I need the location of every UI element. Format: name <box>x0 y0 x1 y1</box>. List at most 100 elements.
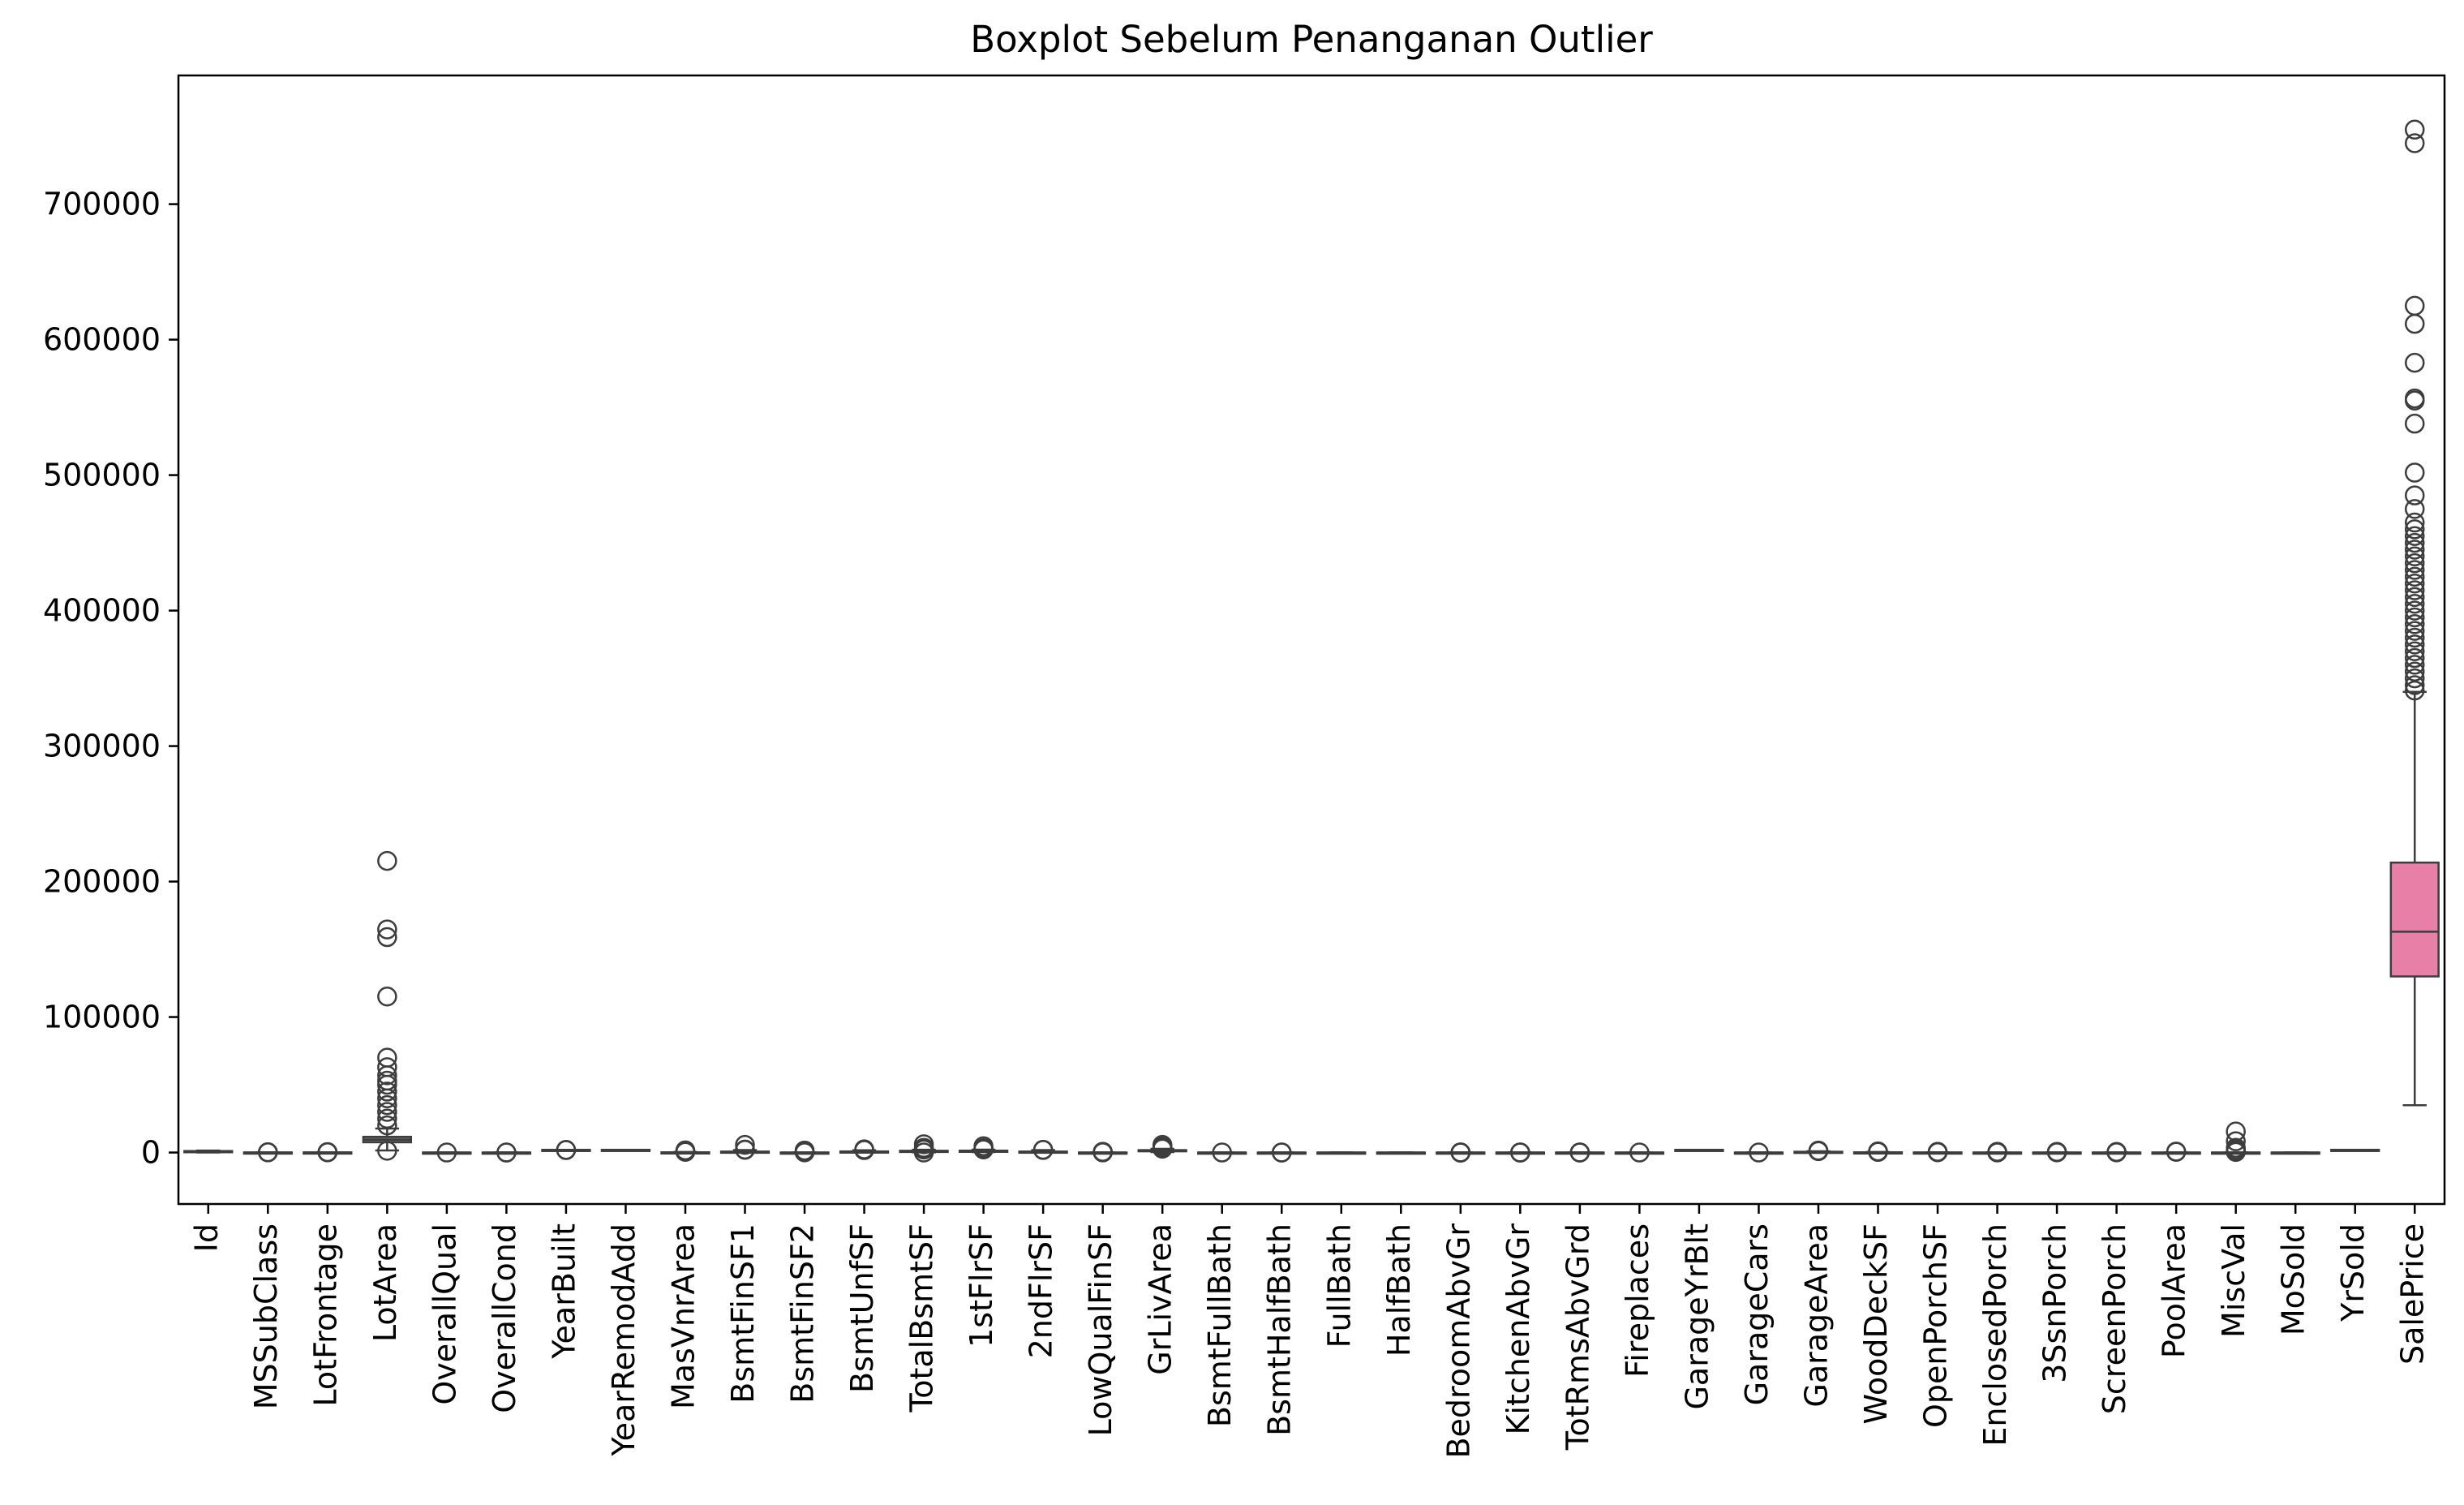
flier-point <box>2404 627 2425 648</box>
x-tick-label: BsmtUnfSF <box>844 1223 880 1393</box>
flier-point <box>2404 119 2425 140</box>
flier-point <box>1569 1142 1590 1163</box>
box-group-3SsnPorch <box>2032 1142 2082 1163</box>
x-tick-label: MasVnrArea <box>665 1223 701 1409</box>
x-tick-label: 2ndFlrSF <box>1024 1223 1059 1358</box>
box-group-MasVnrArea <box>660 1140 710 1162</box>
flier-point <box>2404 580 2425 600</box>
x-tick-label: SalePrice <box>2395 1223 2431 1365</box>
flier-point <box>377 1094 397 1116</box>
box-group-MiscVal <box>2210 1121 2261 1163</box>
x-tick-label: KitchenAbvGr <box>1500 1223 1536 1435</box>
box-group-WoodDeckSF <box>1852 1141 1904 1163</box>
flier-point <box>2404 661 2425 682</box>
flier-point <box>2404 668 2425 689</box>
flier-point <box>2106 1142 2127 1162</box>
box-group-GarageCars <box>1733 1142 1784 1163</box>
x-tick-label: MoSold <box>2276 1223 2312 1335</box>
flier-point <box>2404 499 2425 519</box>
flier-point <box>2404 607 2425 628</box>
box-group-LotFrontage <box>303 1142 353 1163</box>
flier-point <box>2404 614 2425 634</box>
box-group-YearBuilt <box>541 1140 591 1160</box>
boxes-layer <box>183 119 2440 1163</box>
flier-point <box>2404 655 2425 675</box>
flier-point <box>436 1142 457 1163</box>
flier-point <box>317 1142 338 1163</box>
flier-point <box>973 1136 994 1156</box>
flier-point <box>377 919 397 940</box>
flier-point <box>2166 1142 2187 1162</box>
x-tick-label: OverallCond <box>487 1223 522 1413</box>
x-tick-label: TotalBsmtSF <box>904 1223 940 1413</box>
flier-point <box>2404 388 2425 409</box>
flier-point <box>496 1142 517 1163</box>
x-tick-label: BedroomAbvGr <box>1440 1223 1476 1459</box>
flier-point <box>377 1141 397 1161</box>
flier-point <box>794 1140 815 1161</box>
x-tick-label: BsmtHalfBath <box>1262 1223 1298 1436</box>
flier-point <box>377 1070 397 1091</box>
x-tick-label: Fireplaces <box>1620 1223 1655 1378</box>
flier-point <box>2404 600 2425 621</box>
y-tick-label: 300000 <box>43 729 161 764</box>
flier-point <box>1152 1134 1173 1155</box>
flier-point <box>675 1140 696 1161</box>
x-tick-label: HalfBath <box>1381 1223 1417 1357</box>
flier-point <box>2404 621 2425 641</box>
flier-point <box>2404 313 2425 334</box>
box-group-BsmtUnfSF <box>839 1139 890 1160</box>
flier-point <box>2404 546 2425 567</box>
x-tick-label: MiscVal <box>2216 1223 2252 1338</box>
x-tick-label: 1stFlrSF <box>964 1223 999 1348</box>
flier-point <box>377 1115 397 1136</box>
box-group-TotRmsAbvGrd <box>1555 1142 1605 1163</box>
x-tick-label: PoolArea <box>2157 1223 2192 1358</box>
x-tick-label: FullBath <box>1321 1223 1357 1348</box>
flier-point <box>2404 553 2425 574</box>
box-group-1stFlrSF <box>958 1136 1009 1159</box>
flier-point <box>735 1134 755 1155</box>
flier-point <box>2404 532 2425 553</box>
flier-point <box>2404 647 2425 669</box>
flier-point <box>2226 1137 2246 1158</box>
x-tick-label: MSSubClass <box>248 1223 284 1409</box>
flier-point <box>1808 1140 1829 1161</box>
box-group-2ndFlrSF <box>1018 1139 1068 1160</box>
x-tick-label: BsmtFinSF1 <box>725 1223 761 1404</box>
box-group-Id <box>183 1149 234 1154</box>
y-tick-label: 700000 <box>43 187 161 222</box>
x-tick-label: YearRemodAdd <box>606 1223 642 1456</box>
flier-point <box>2404 485 2425 505</box>
x-tick-label: GarageYrBlt <box>1679 1223 1715 1410</box>
y-tick-label: 200000 <box>43 864 161 900</box>
x-tick-label: LotArea <box>367 1223 403 1342</box>
box-group-BsmtHalfBath <box>1256 1142 1307 1163</box>
flier-point <box>377 987 397 1007</box>
flier-point <box>2226 1121 2246 1142</box>
box-group-YearRemodAdd <box>600 1148 651 1152</box>
flier-point <box>2404 573 2425 594</box>
flier-point <box>913 1134 934 1155</box>
box-body <box>2389 861 2440 978</box>
flier-point <box>377 850 397 871</box>
flier-point <box>377 927 397 948</box>
x-tick-label: GarageArea <box>1798 1223 1834 1408</box>
x-tick-label: EnclosedPorch <box>1977 1223 2013 1447</box>
flier-point <box>1868 1141 1888 1162</box>
flier-point <box>377 1057 397 1077</box>
flier-point <box>1749 1142 1769 1163</box>
box-group-MoSold <box>2270 1151 2320 1155</box>
box-group-OverallQual <box>422 1142 472 1163</box>
flier-point <box>2404 413 2425 434</box>
flier-point <box>377 1081 397 1102</box>
y-tick-label: 400000 <box>43 593 161 629</box>
box-group-ScreenPorch <box>2091 1142 2142 1163</box>
flier-point <box>2404 560 2425 580</box>
x-axis: Id MSSubClass LotFrontage LotArea OverallQua… <box>188 1204 2431 1459</box>
flier-point <box>735 1139 755 1160</box>
flier-point <box>2404 566 2425 587</box>
flier-point <box>854 1139 874 1159</box>
box-group-OverallCond <box>481 1142 532 1163</box>
flier-point <box>2404 352 2425 373</box>
